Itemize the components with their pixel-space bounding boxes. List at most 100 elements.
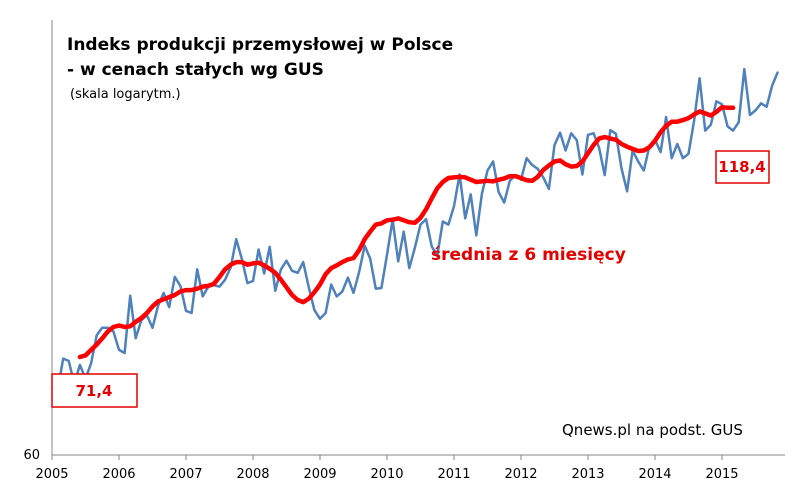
data-point-average (687, 117, 690, 119)
data-point-average (670, 120, 673, 123)
data-point-monthly (425, 218, 427, 220)
data-point-average (308, 297, 310, 300)
data-point-monthly (436, 255, 439, 257)
data-point-average (313, 291, 316, 294)
data-point-monthly (363, 244, 366, 247)
data-point-monthly (765, 106, 768, 108)
data-point-average (710, 114, 712, 117)
data-point-average (475, 181, 478, 183)
data-point-average (419, 217, 422, 219)
data-point-monthly (721, 103, 723, 106)
data-point-average (391, 218, 394, 221)
data-point-monthly (397, 260, 400, 263)
data-point-monthly (726, 125, 729, 128)
data-point-monthly (369, 257, 372, 260)
x-tick-label: 2013 (571, 467, 604, 482)
data-point-average (447, 177, 450, 179)
data-point-monthly (134, 337, 137, 340)
data-point-monthly (777, 71, 779, 73)
data-point-monthly (419, 223, 422, 226)
data-point-monthly (402, 230, 405, 233)
x-tick-label: 2005 (35, 467, 68, 482)
data-point-monthly (380, 287, 383, 289)
data-point-monthly (358, 271, 360, 273)
data-point-average (268, 268, 271, 270)
data-point-average (509, 175, 511, 177)
data-point-average (112, 326, 115, 328)
data-point-average (581, 160, 584, 163)
data-point-average (626, 145, 628, 148)
data-point-average (291, 294, 293, 296)
data-point-average (280, 278, 282, 281)
data-point-monthly (659, 151, 662, 153)
data-point-average (174, 294, 176, 296)
data-point-monthly (609, 129, 612, 131)
data-point-average (676, 120, 679, 123)
x-tick-label: 2006 (102, 467, 135, 482)
data-point-monthly (509, 180, 511, 182)
data-point-monthly (79, 364, 81, 366)
data-point-monthly (670, 157, 673, 159)
data-point-monthly (280, 268, 282, 271)
data-point-monthly (603, 174, 606, 176)
data-point-average (442, 181, 444, 183)
data-point-average (168, 296, 170, 298)
x-tick-label: 2008 (236, 467, 269, 482)
data-point-average (615, 138, 617, 141)
data-point-monthly (771, 84, 773, 87)
data-point-average (335, 264, 338, 267)
x-tick-label: 2007 (169, 467, 202, 482)
data-point-average (542, 169, 545, 171)
data-point-average (525, 179, 528, 182)
data-point-monthly (95, 334, 98, 337)
data-point-monthly (302, 261, 305, 263)
source-label: Qnews.pl na podst. GUS (562, 421, 743, 439)
data-point-monthly (185, 310, 187, 312)
data-point-average (363, 238, 366, 240)
data-point-monthly (475, 234, 478, 237)
data-point-average (352, 257, 355, 259)
data-point-average (715, 111, 718, 113)
data-point-average (603, 136, 606, 138)
data-point-monthly (453, 205, 455, 207)
data-point-average (682, 119, 684, 121)
data-point-monthly (347, 276, 349, 279)
data-point-monthly (313, 309, 316, 311)
data-point-average (140, 317, 143, 319)
data-point-average (570, 165, 572, 168)
data-point-average (620, 143, 623, 145)
data-point-monthly (693, 119, 695, 122)
data-point-average (430, 197, 433, 200)
data-point-monthly (179, 285, 182, 287)
data-point-monthly (319, 318, 321, 320)
data-point-monthly (531, 164, 533, 166)
data-point-average (151, 305, 154, 308)
data-point-monthly (486, 169, 489, 172)
x-ticks: 2005 2006 2007 2008 2009 2010 2011 2012 2013 2014… (35, 455, 739, 482)
data-point-monthly (469, 193, 472, 196)
data-point-average (229, 263, 232, 266)
data-point-monthly (749, 114, 751, 116)
data-point-monthly (224, 278, 226, 281)
data-point-monthly (190, 312, 193, 314)
data-point-monthly (308, 286, 310, 289)
data-point-average (637, 150, 639, 152)
data-point-average (196, 287, 198, 290)
data-point-monthly (285, 259, 288, 262)
data-point-monthly (743, 68, 746, 70)
data-point-monthly (151, 327, 154, 329)
data-point-average (107, 330, 109, 333)
data-point-average (631, 148, 634, 150)
data-point-average (643, 149, 645, 152)
data-point-average (274, 272, 277, 274)
data-point-average (548, 164, 550, 167)
x-tick-label: 2012 (504, 467, 537, 482)
data-point-monthly (665, 116, 667, 118)
data-point-monthly (536, 168, 539, 170)
data-point-average (531, 180, 533, 182)
data-point-average (341, 261, 344, 263)
x-tick-label: 2014 (638, 467, 671, 482)
data-point-average (185, 289, 187, 291)
data-point-monthly (107, 327, 109, 329)
